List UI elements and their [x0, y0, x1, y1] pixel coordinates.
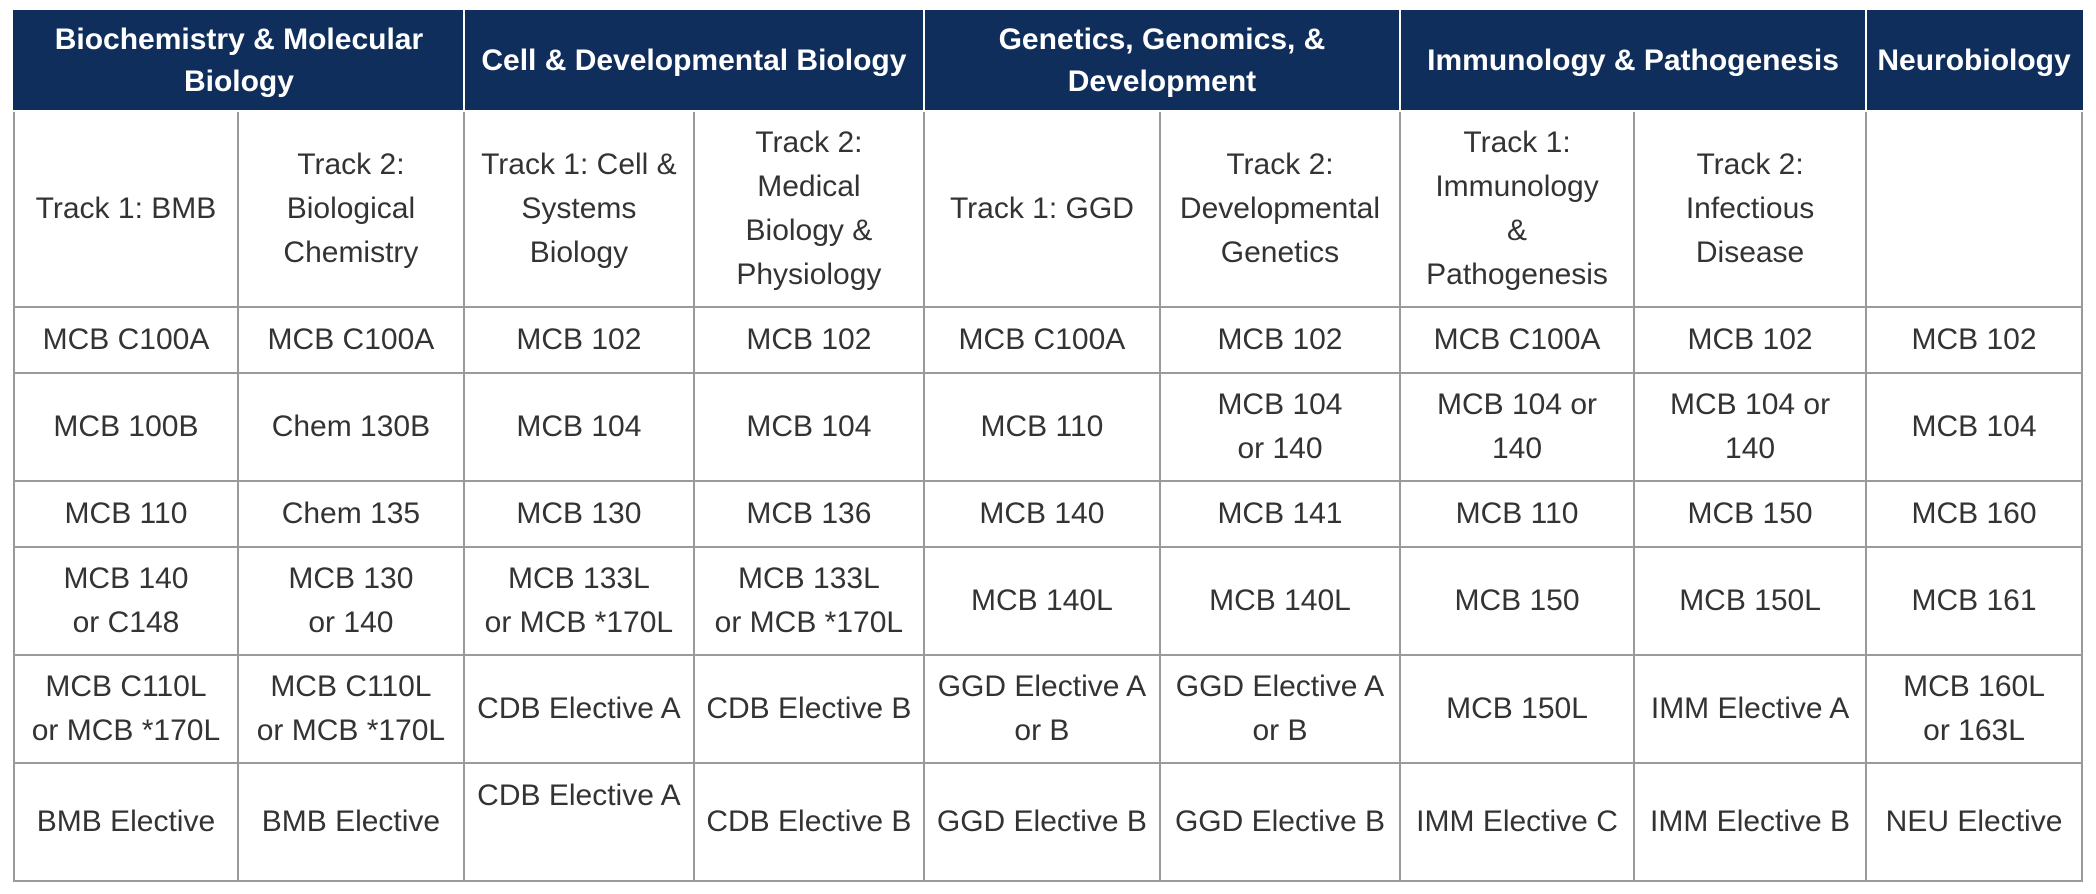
- course-cell: MCB C110L or MCB *170L: [236, 654, 465, 764]
- track-cell: [1865, 110, 2083, 308]
- course-cell: GGD Elective A or B: [1158, 654, 1402, 764]
- track-row: Track 1: BMB Track 2: Biological Chemist…: [13, 110, 2083, 308]
- course-cell: MCB 140L: [922, 546, 1161, 656]
- group-header: Cell & Developmental Biology: [462, 10, 925, 112]
- course-cell: IMM Elective A: [1633, 654, 1868, 764]
- course-cell: MCB 150L: [1633, 546, 1868, 656]
- course-cell: BMB Elective: [13, 762, 239, 882]
- course-cell: MCB C100A: [1399, 306, 1636, 374]
- course-cell: MCB 104 or 140: [1158, 372, 1402, 482]
- course-cell: GGD Elective B: [1158, 762, 1402, 882]
- course-cell: MCB 100B: [13, 372, 239, 482]
- track-cell: Track 2: Biological Chemistry: [236, 110, 465, 308]
- course-cell: MCB 140: [922, 480, 1161, 548]
- table-wrapper: Biochemistry & Molecular Biology Cell & …: [13, 10, 2083, 882]
- track-cell: Track 1: Cell & Systems Biology: [462, 110, 695, 308]
- group-header-row: Biochemistry & Molecular Biology Cell & …: [13, 10, 2083, 112]
- course-cell: MCB 140L: [1158, 546, 1402, 656]
- course-cell: IMM Elective B: [1633, 762, 1868, 882]
- table-row: MCB 100B Chem 130B MCB 104 MCB 104 MCB 1…: [13, 372, 2083, 482]
- track-cell: Track 2: Infectious Disease: [1633, 110, 1868, 308]
- course-cell: MCB 136: [692, 480, 925, 548]
- course-cell: IMM Elective C: [1399, 762, 1636, 882]
- track-cell: Track 1: GGD: [922, 110, 1161, 308]
- course-cell: MCB 130: [462, 480, 695, 548]
- course-cell: MCB C100A: [13, 306, 239, 374]
- course-cell: CDB Elective A: [462, 762, 695, 882]
- table-row: MCB 140 or C148 MCB 130 or 140 MCB 133L …: [13, 546, 2083, 656]
- course-cell: MCB 133L or MCB *170L: [462, 546, 695, 656]
- course-cell: Chem 130B: [236, 372, 465, 482]
- course-cell: MCB 110: [1399, 480, 1636, 548]
- track-cell: Track 2: Developmental Genetics: [1158, 110, 1402, 308]
- course-cell: MCB C100A: [922, 306, 1161, 374]
- course-cell: MCB 160L or 163L: [1865, 654, 2083, 764]
- course-cell: MCB 141: [1158, 480, 1402, 548]
- track-cell: Track 1: Immunology & Pathogenesis: [1399, 110, 1636, 308]
- table-row: MCB C100A MCB C100A MCB 102 MCB 102 MCB …: [13, 306, 2083, 374]
- course-cell: BMB Elective: [236, 762, 465, 882]
- course-cell: MCB 160: [1865, 480, 2083, 548]
- course-cell: MCB 102: [692, 306, 925, 374]
- course-cell: MCB 102: [1158, 306, 1402, 374]
- course-cell: MCB 161: [1865, 546, 2083, 656]
- group-header: Biochemistry & Molecular Biology: [13, 10, 465, 112]
- course-cell: MCB C100A: [236, 306, 465, 374]
- course-cell: MCB 104 or 140: [1633, 372, 1868, 482]
- course-cell: MCB 150: [1633, 480, 1868, 548]
- course-cell: MCB 104: [1865, 372, 2083, 482]
- group-header: Neurobiology: [1865, 10, 2083, 112]
- course-cell: MCB 133L or MCB *170L: [692, 546, 925, 656]
- course-cell: MCB 104: [692, 372, 925, 482]
- group-header: Immunology & Pathogenesis: [1399, 10, 1868, 112]
- course-cell: MCB 150L: [1399, 654, 1636, 764]
- course-cell: MCB 102: [1865, 306, 2083, 374]
- course-cell: MCB 104 or 140: [1399, 372, 1636, 482]
- course-cell: CDB Elective B: [692, 762, 925, 882]
- course-cell: MCB 140 or C148: [13, 546, 239, 656]
- group-header: Genetics, Genomics, & Development: [922, 10, 1402, 112]
- course-cell: MCB 110: [13, 480, 239, 548]
- course-cell: NEU Elective: [1865, 762, 2083, 882]
- course-cell: GGD Elective A or B: [922, 654, 1161, 764]
- course-cell: CDB Elective B: [692, 654, 925, 764]
- track-cell: Track 1: BMB: [13, 110, 239, 308]
- table-row: MCB 110 Chem 135 MCB 130 MCB 136 MCB 140…: [13, 480, 2083, 548]
- track-cell: Track 2: Medical Biology & Physiology: [692, 110, 925, 308]
- table-row: MCB C110L or MCB *170L MCB C110L or MCB …: [13, 654, 2083, 764]
- course-cell: MCB 130 or 140: [236, 546, 465, 656]
- course-cell: MCB 104: [462, 372, 695, 482]
- course-cell: MCB 110: [922, 372, 1161, 482]
- course-requirements-table: Biochemistry & Molecular Biology Cell & …: [13, 10, 2083, 882]
- table-row: BMB Elective BMB Elective CDB Elective A…: [13, 762, 2083, 882]
- course-cell: GGD Elective B: [922, 762, 1161, 882]
- course-cell: MCB C110L or MCB *170L: [13, 654, 239, 764]
- course-cell: MCB 150: [1399, 546, 1636, 656]
- course-cell: CDB Elective A: [462, 654, 695, 764]
- course-cell: MCB 102: [462, 306, 695, 374]
- course-cell: MCB 102: [1633, 306, 1868, 374]
- course-cell: Chem 135: [236, 480, 465, 548]
